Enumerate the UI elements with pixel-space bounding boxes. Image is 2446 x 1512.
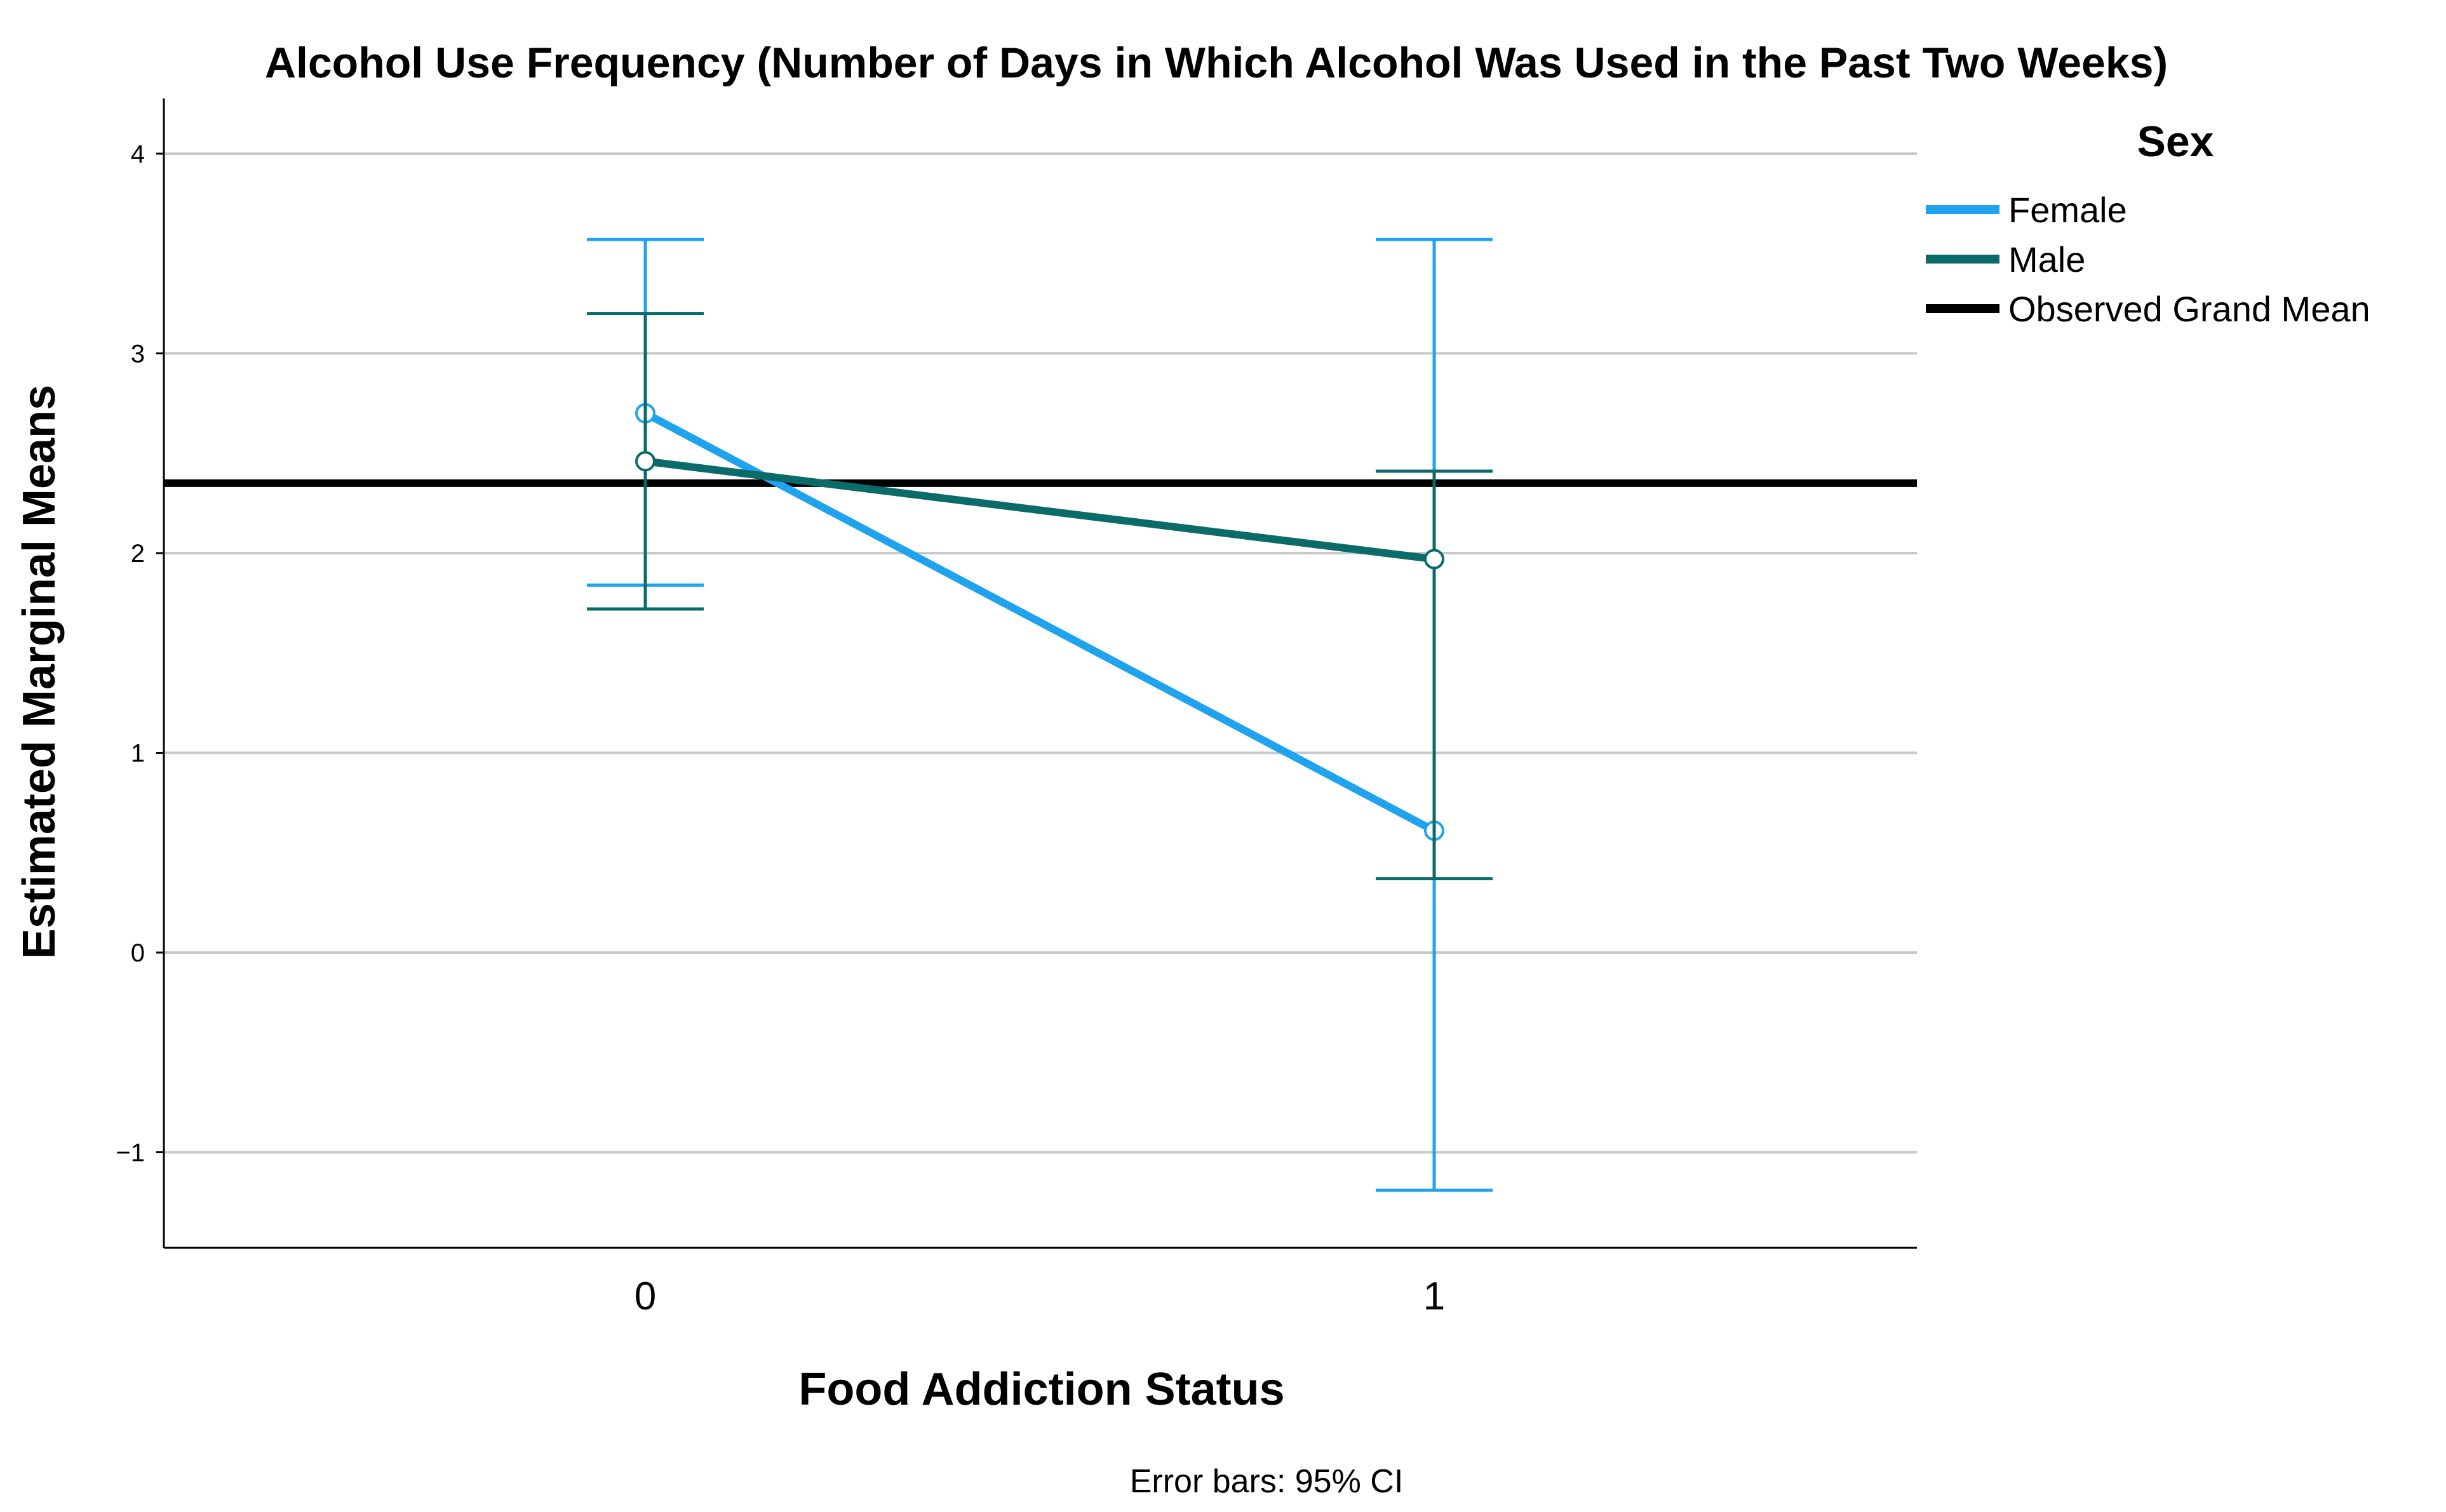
gridlines xyxy=(156,152,1917,1154)
y-tick-label: 2 xyxy=(131,540,145,568)
legend-label: Male xyxy=(2008,239,2085,279)
legend-item: Male xyxy=(1926,239,2085,279)
legend-item: Observed Grand Mean xyxy=(1926,289,2370,329)
x-tick-label: 1 xyxy=(1423,1274,1445,1318)
x-axis-title: Food Addiction Status xyxy=(798,1364,1284,1415)
chart-title: Alcohol Use Frequency (Number of Days in… xyxy=(265,39,2168,87)
y-tick-label: −1 xyxy=(116,1139,145,1167)
legend-item: Female xyxy=(1926,190,2127,230)
series-layer xyxy=(587,238,1493,1192)
y-tick-label: 1 xyxy=(131,740,145,768)
y-axis-title: Estimated Marginal Means xyxy=(14,385,65,959)
series-male xyxy=(587,312,1493,881)
series-line xyxy=(643,410,1436,834)
x-tick-label: 0 xyxy=(635,1274,656,1318)
legend-label: Female xyxy=(2008,190,2127,230)
series-line xyxy=(645,457,1435,563)
error-bars-note: Error bars: 95% CI xyxy=(1130,1463,1404,1500)
y-tick-label: 3 xyxy=(131,340,145,368)
legend-title: Sex xyxy=(2137,117,2214,166)
legend-items: Female Male Observed Grand Mean xyxy=(1926,190,2370,329)
data-point xyxy=(1424,549,1444,570)
y-tick-label: 0 xyxy=(131,939,145,967)
y-tick-labels: −1 0 1 2 3 4 xyxy=(116,140,145,1167)
axes xyxy=(163,98,1917,1249)
legend-label: Observed Grand Mean xyxy=(2008,289,2370,329)
data-point xyxy=(635,451,655,472)
legend: Sex Female Male Observed Grand Mean xyxy=(1926,117,2370,329)
y-tick-label: 4 xyxy=(131,140,145,168)
